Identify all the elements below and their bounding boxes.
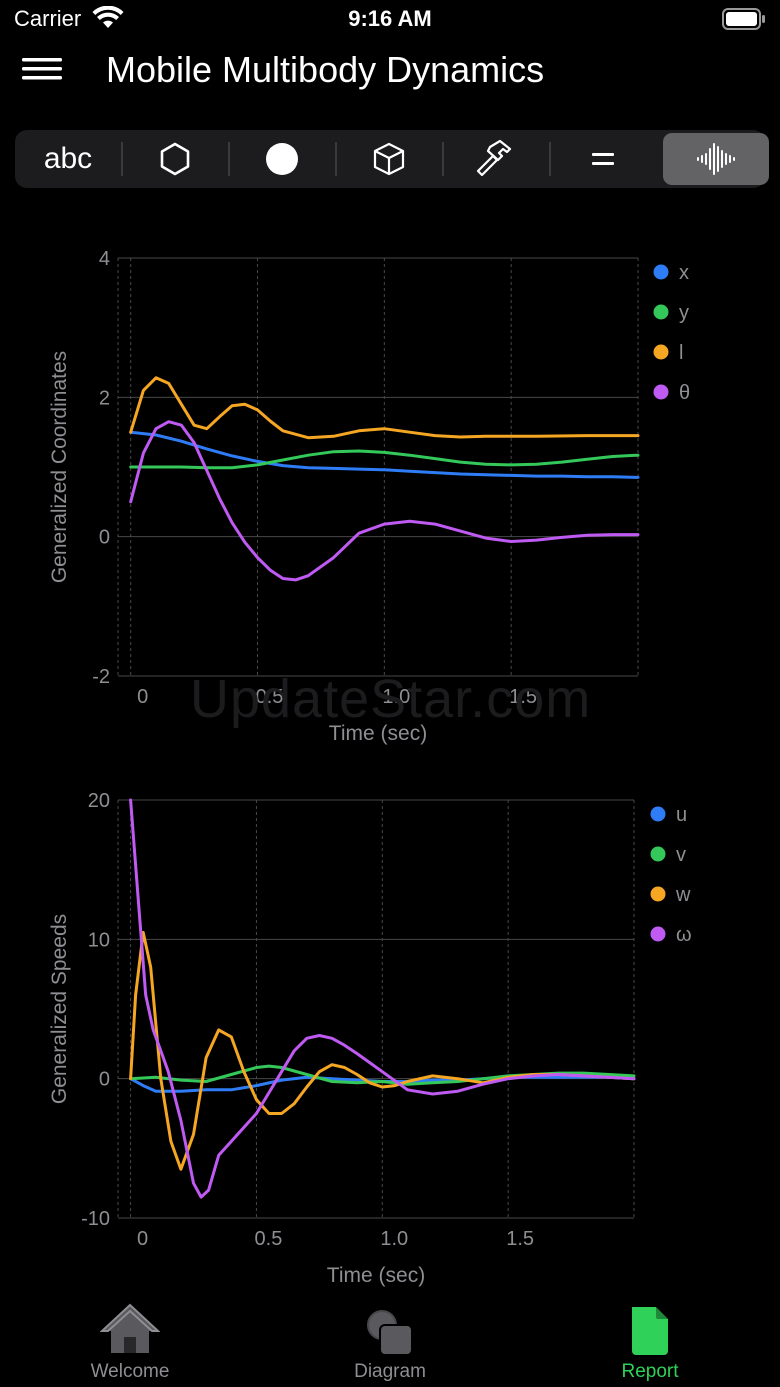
legend-marker bbox=[650, 806, 666, 822]
y-tick-label: 0 bbox=[99, 1069, 110, 1091]
legend-marker bbox=[653, 264, 669, 280]
x-axis-label: Time (sec) bbox=[329, 722, 427, 745]
generalized-coordinates-chart: 4 2 0 -2 0 0.5 1.0 1.5 Time (sec) Generalized Coo… bbox=[48, 248, 690, 745]
report-icon bbox=[632, 1307, 668, 1355]
y-tick-label: -10 bbox=[81, 1208, 110, 1230]
tab-report[interactable]: Report bbox=[550, 1295, 750, 1387]
y-tick-label: -2 bbox=[92, 666, 110, 688]
circle-icon bbox=[266, 143, 298, 175]
y-axis-label: Generalized Speeds bbox=[48, 914, 71, 1104]
y-tick-label: 20 bbox=[88, 790, 110, 812]
wifi-icon bbox=[92, 6, 124, 28]
x-axis-label: Time (sec) bbox=[327, 1264, 425, 1287]
tool-segmented-control: abc bbox=[15, 130, 769, 188]
y-axis-label: Generalized Coordinates bbox=[48, 351, 71, 583]
legend-label: v bbox=[676, 844, 686, 866]
segment-divider bbox=[121, 142, 123, 176]
series-line-2 bbox=[129, 930, 636, 1171]
x-tick-label: 1.0 bbox=[382, 686, 410, 708]
y-tick-label: 0 bbox=[99, 527, 110, 549]
tab-bar: Welcome Diagram Report bbox=[0, 1295, 780, 1387]
equals-icon bbox=[592, 153, 614, 165]
legend-label: θ bbox=[679, 382, 690, 404]
page-title: Mobile Multibody Dynamics bbox=[106, 49, 545, 90]
tool-text-button[interactable]: abc bbox=[15, 130, 121, 188]
series-line-2 bbox=[129, 376, 640, 440]
legend-marker bbox=[650, 886, 666, 902]
y-tick-label: 10 bbox=[88, 929, 110, 951]
x-tick-label: 0.5 bbox=[255, 1228, 283, 1250]
series-line-3 bbox=[129, 798, 636, 1199]
segment-divider bbox=[442, 142, 444, 176]
tab-welcome[interactable]: Welcome bbox=[30, 1295, 230, 1387]
legend-label: l bbox=[679, 342, 683, 364]
tool-particle-button[interactable] bbox=[229, 130, 335, 188]
series-line-1 bbox=[129, 449, 640, 470]
carrier-label: Carrier bbox=[14, 6, 82, 31]
status-bar: Carrier 9:16 AM bbox=[0, 0, 780, 40]
watermark: UpdateStar.com bbox=[190, 669, 592, 729]
cube-icon bbox=[373, 142, 405, 176]
legend-marker bbox=[653, 304, 669, 320]
navigation-bar: Mobile Multibody Dynamics bbox=[0, 44, 780, 100]
segment-divider bbox=[228, 142, 230, 176]
series-line-3 bbox=[129, 420, 640, 582]
tool-body-button[interactable] bbox=[122, 130, 228, 188]
y-tick-label: 4 bbox=[99, 248, 110, 270]
generalized-speeds-chart: 20 10 0 -10 0 0.5 1.0 1.5 Time (sec) Generalized … bbox=[48, 790, 692, 1287]
tool-build-button[interactable] bbox=[443, 130, 549, 188]
hexagon-icon bbox=[160, 142, 190, 176]
x-tick-label: 1.5 bbox=[506, 1228, 534, 1250]
y-tick-label: 2 bbox=[99, 387, 110, 409]
legend-marker bbox=[650, 926, 666, 942]
legend-marker bbox=[653, 344, 669, 360]
x-tick-label: 0.5 bbox=[256, 686, 284, 708]
legend-marker bbox=[653, 384, 669, 400]
legend-marker bbox=[650, 846, 666, 862]
menu-button[interactable] bbox=[20, 54, 70, 90]
tab-diagram-label: Diagram bbox=[354, 1361, 426, 1382]
series-line-0 bbox=[129, 430, 640, 479]
legend-label: w bbox=[675, 884, 691, 906]
tab-welcome-label: Welcome bbox=[90, 1361, 170, 1382]
legend-label: x bbox=[679, 262, 689, 284]
waveform-icon bbox=[697, 143, 735, 175]
hamburger-icon bbox=[22, 58, 62, 80]
legend-label: ω bbox=[676, 924, 692, 946]
tab-diagram[interactable]: Diagram bbox=[290, 1295, 490, 1387]
tool-equations-button[interactable] bbox=[550, 130, 656, 188]
x-tick-label: 1.0 bbox=[380, 1228, 408, 1250]
hammer-icon bbox=[476, 139, 512, 177]
x-tick-label: 0 bbox=[137, 686, 148, 708]
diagram-icon bbox=[367, 1310, 413, 1356]
segment-divider bbox=[335, 142, 337, 176]
x-tick-label: 0 bbox=[137, 1228, 148, 1250]
house-icon bbox=[100, 1303, 160, 1353]
tool-3d-button[interactable] bbox=[336, 130, 442, 188]
text-icon: abc bbox=[43, 142, 93, 175]
status-time: 9:16 AM bbox=[348, 6, 432, 31]
tab-report-label: Report bbox=[621, 1361, 679, 1382]
tool-report-button[interactable] bbox=[663, 133, 769, 185]
legend-label: u bbox=[676, 804, 687, 826]
battery-icon bbox=[722, 8, 765, 30]
segment-divider bbox=[549, 142, 551, 176]
x-tick-label: 1.5 bbox=[509, 686, 537, 708]
legend-label: y bbox=[679, 302, 689, 324]
